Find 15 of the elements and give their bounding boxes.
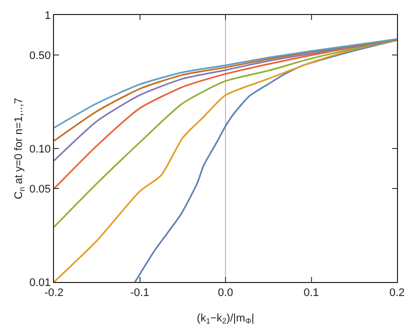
- x-tick-label: 0.2: [389, 287, 405, 300]
- x-tick-label: 0.1: [304, 287, 319, 300]
- y-tick-label: 0.50: [29, 50, 51, 62]
- y-tick-label: 0.10: [29, 143, 51, 156]
- y-tick-label: 0.01: [29, 276, 51, 289]
- line-series: [54, 39, 397, 190]
- x-tick-label: -0.1: [130, 287, 150, 300]
- line-series: [54, 39, 397, 228]
- x-tick-label: 0.0: [218, 287, 234, 300]
- y-tick-label: 0.05: [29, 184, 51, 196]
- line-series: [54, 38, 397, 162]
- x-tick-label: -0.2: [44, 287, 64, 300]
- line-series: [134, 39, 397, 282]
- x-axis-title: (k$_{1}$−k$_{2}$)/|m$_{Φ}$|: [196, 312, 254, 326]
- y-tick-label: 1: [44, 10, 51, 22]
